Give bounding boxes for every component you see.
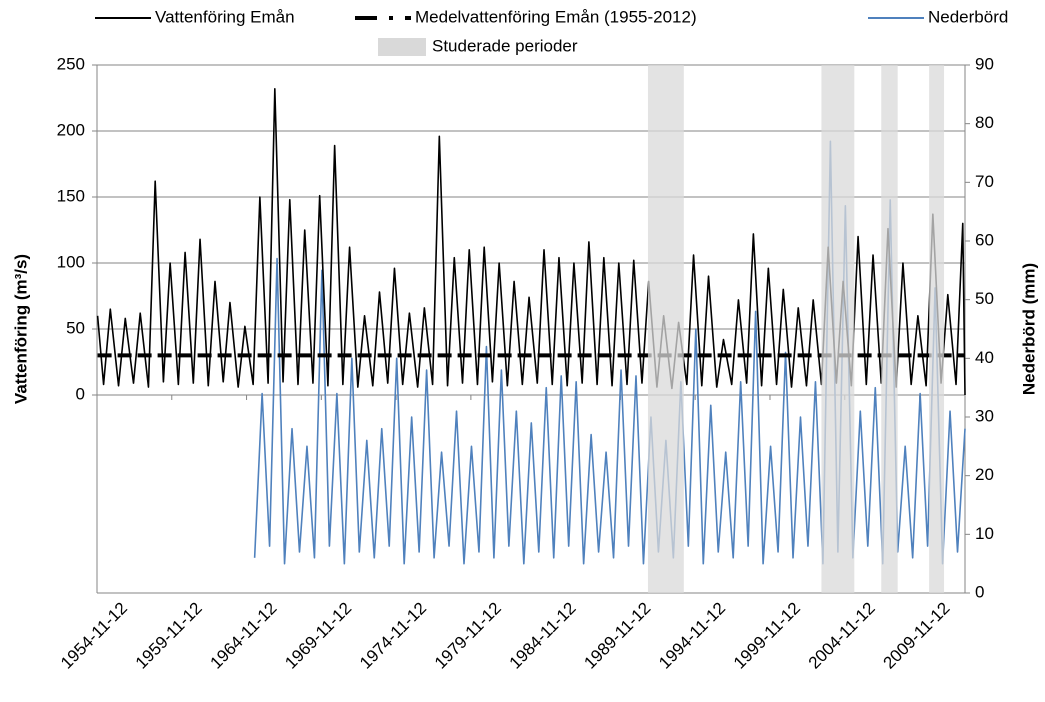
x-tick-label: 1984-11-12	[506, 599, 580, 673]
y-tick-label: 0	[76, 384, 85, 403]
legend-label: Nederbörd	[928, 7, 1008, 26]
y2-tick-label: 40	[975, 348, 994, 367]
y-tick-label: 250	[57, 54, 85, 73]
y-tick-label: 100	[57, 252, 85, 271]
x-tick-label: 1989-11-12	[580, 599, 654, 673]
y2-tick-label: 10	[975, 524, 994, 543]
y-tick-label: 200	[57, 120, 85, 139]
y2-axis-title: Nederbörd (mm)	[1019, 263, 1038, 395]
legend-label: Medelvattenföring Emån (1955-2012)	[415, 7, 697, 26]
x-tick-label: 2009-11-12	[879, 599, 953, 673]
x-tick-label: 1994-11-12	[655, 599, 729, 673]
x-tick-label: 1954-11-12	[57, 599, 131, 673]
legend-label: Studerade perioder	[432, 36, 578, 55]
y2-tick-label: 30	[975, 406, 994, 425]
y2-tick-label: 50	[975, 289, 994, 308]
y2-tick-label: 20	[975, 465, 994, 484]
y2-tick-label: 0	[975, 582, 984, 601]
x-tick-label: 1969-11-12	[281, 599, 355, 673]
y-tick-label: 150	[57, 186, 85, 205]
legend-label: Vattenföring Emån	[155, 7, 295, 26]
legend-swatch	[378, 38, 426, 56]
y-axis-title: Vattenföring (m³/s)	[11, 254, 30, 404]
period-band	[929, 65, 945, 593]
period-band	[881, 65, 898, 593]
x-tick-label: 1974-11-12	[356, 599, 430, 673]
x-tick-label: 1959-11-12	[132, 599, 206, 673]
period-band	[647, 65, 684, 593]
x-tick-label: 1964-11-12	[207, 599, 281, 673]
x-tick-label: 2004-11-12	[805, 599, 879, 673]
y2-tick-label: 60	[975, 230, 994, 249]
y2-tick-label: 90	[975, 54, 994, 73]
x-tick-label: 1979-11-12	[431, 599, 505, 673]
y2-tick-label: 80	[975, 113, 994, 132]
y-tick-label: 50	[66, 318, 85, 337]
x-tick-label: 1999-11-12	[730, 599, 804, 673]
y2-tick-label: 70	[975, 172, 994, 191]
period-band	[821, 65, 855, 593]
